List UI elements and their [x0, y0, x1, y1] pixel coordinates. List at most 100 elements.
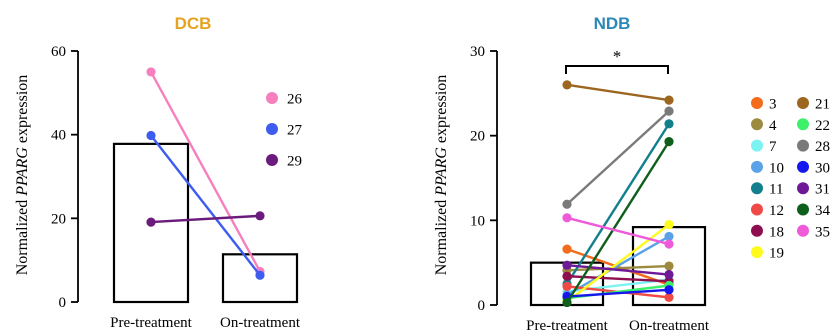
legend-swatch: [751, 224, 763, 237]
legend-label: 19: [769, 246, 784, 262]
legend-label: 31: [815, 182, 830, 198]
legend-item-28: 28: [797, 139, 830, 155]
data-point-on: [255, 211, 265, 221]
data-point-on: [664, 231, 674, 242]
legend-item-11: 11: [751, 182, 783, 198]
series-line: [150, 214, 261, 224]
series-28: [562, 106, 674, 209]
legend-label: 27: [287, 123, 303, 139]
legend-item-3: 3: [751, 97, 777, 113]
data-point-on: [664, 219, 674, 230]
legend-label: 12: [769, 203, 784, 219]
legend-swatch: [751, 182, 763, 195]
chart-title-ndb: NDB: [594, 14, 631, 33]
y-tick-label: 10: [470, 213, 485, 229]
paired-lines-ndb: [562, 80, 674, 308]
legend-swatch: [797, 118, 809, 131]
data-point-pre: [146, 217, 156, 227]
legend-label: 35: [815, 224, 830, 240]
legend-item-27: 27: [266, 123, 303, 139]
legend-item-21: 21: [797, 97, 830, 113]
legend-label: 21: [815, 97, 830, 113]
bar-on-treatment: [221, 253, 299, 304]
legend-item-35: 35: [797, 224, 830, 240]
bar-pre-treatment: [112, 142, 190, 304]
y-tick-label: 30: [470, 44, 485, 60]
legend-label: 26: [287, 92, 303, 108]
legend-label: 11: [769, 182, 783, 198]
legend-item-31: 31: [797, 182, 830, 198]
legend-swatch: [797, 160, 809, 173]
series-27: [146, 130, 265, 280]
series-21: [562, 80, 674, 105]
legend-item-30: 30: [797, 160, 830, 176]
data-point-pre: [562, 244, 572, 254]
legend-label: 22: [815, 118, 830, 134]
legend-swatch: [266, 92, 278, 104]
series-line: [566, 264, 670, 276]
series-29: [146, 211, 265, 227]
legend-label: 28: [815, 139, 830, 155]
series-line: [566, 264, 670, 272]
chart-title-dcb: DCB: [175, 14, 212, 33]
data-point-pre: [562, 260, 572, 270]
data-point-pre: [562, 281, 572, 291]
y-ticks-ndb: 0 10 20 30: [470, 44, 497, 314]
data-point-pre: [562, 199, 572, 209]
legend-item-26: 26: [266, 92, 303, 108]
series-line: [565, 123, 671, 285]
series-line: [149, 71, 262, 273]
legend-swatch: [751, 139, 763, 152]
series-line: [566, 110, 670, 206]
legend-swatch: [751, 160, 763, 173]
x-tick-label: Pre-treatment: [110, 315, 192, 331]
series-31: [562, 260, 674, 280]
legend-label: 10: [769, 160, 784, 176]
legend-swatch: [797, 97, 809, 109]
data-point-on: [664, 95, 674, 105]
legend-dcb: 26 27 29: [266, 92, 303, 170]
series-line: [150, 134, 261, 276]
paired-lines-dcb: [146, 67, 265, 280]
data-point-pre: [146, 67, 156, 77]
data-point-on: [664, 119, 674, 129]
legend-item-19: 19: [751, 246, 784, 262]
series-line: [566, 83, 670, 102]
data-point-on: [664, 285, 674, 295]
series-35: [562, 213, 674, 249]
data-point-pre: [562, 213, 572, 223]
data-point-on: [664, 136, 674, 147]
series-34: [562, 136, 674, 308]
y-axis-label-dcb: Normalized PPARG expression: [14, 75, 31, 276]
data-point-pre: [562, 80, 572, 90]
y-tick-label: 60: [51, 44, 66, 60]
data-point-on: [664, 106, 674, 116]
legend-swatch: [751, 246, 763, 259]
data-point-pre: [562, 271, 572, 281]
y-tick-label: 0: [478, 298, 486, 314]
legend-swatch: [797, 139, 809, 152]
legend-swatch: [751, 97, 763, 109]
series-line: [566, 288, 670, 298]
legend-item-22: 22: [797, 118, 830, 134]
y-ticks-dcb: 0 20 40 60: [51, 44, 78, 311]
legend-item-4: 4: [751, 118, 777, 134]
series-26: [146, 67, 265, 277]
series-line: [566, 223, 670, 303]
legend-item-12: 12: [751, 203, 784, 219]
data-point-on: [255, 270, 265, 280]
legend-swatch: [751, 203, 763, 216]
legend-swatch: [797, 224, 809, 237]
data-point-on: [664, 292, 674, 302]
x-tick-label: On-treatment: [220, 315, 301, 331]
legend-swatch: [797, 182, 809, 195]
legend-label: 30: [815, 160, 830, 176]
legend-label: 29: [287, 154, 302, 170]
panel-ndb: NDB Normalized PPARG expression 0102030 …: [433, 14, 831, 334]
legend-item-10: 10: [751, 160, 784, 176]
x-tick-label: Pre-treatment: [526, 318, 608, 334]
legend-label: 4: [769, 118, 777, 134]
y-tick-label: 40: [51, 128, 66, 144]
x-tick-labels-ndb: Pre-treatment On-treatment: [526, 318, 710, 334]
